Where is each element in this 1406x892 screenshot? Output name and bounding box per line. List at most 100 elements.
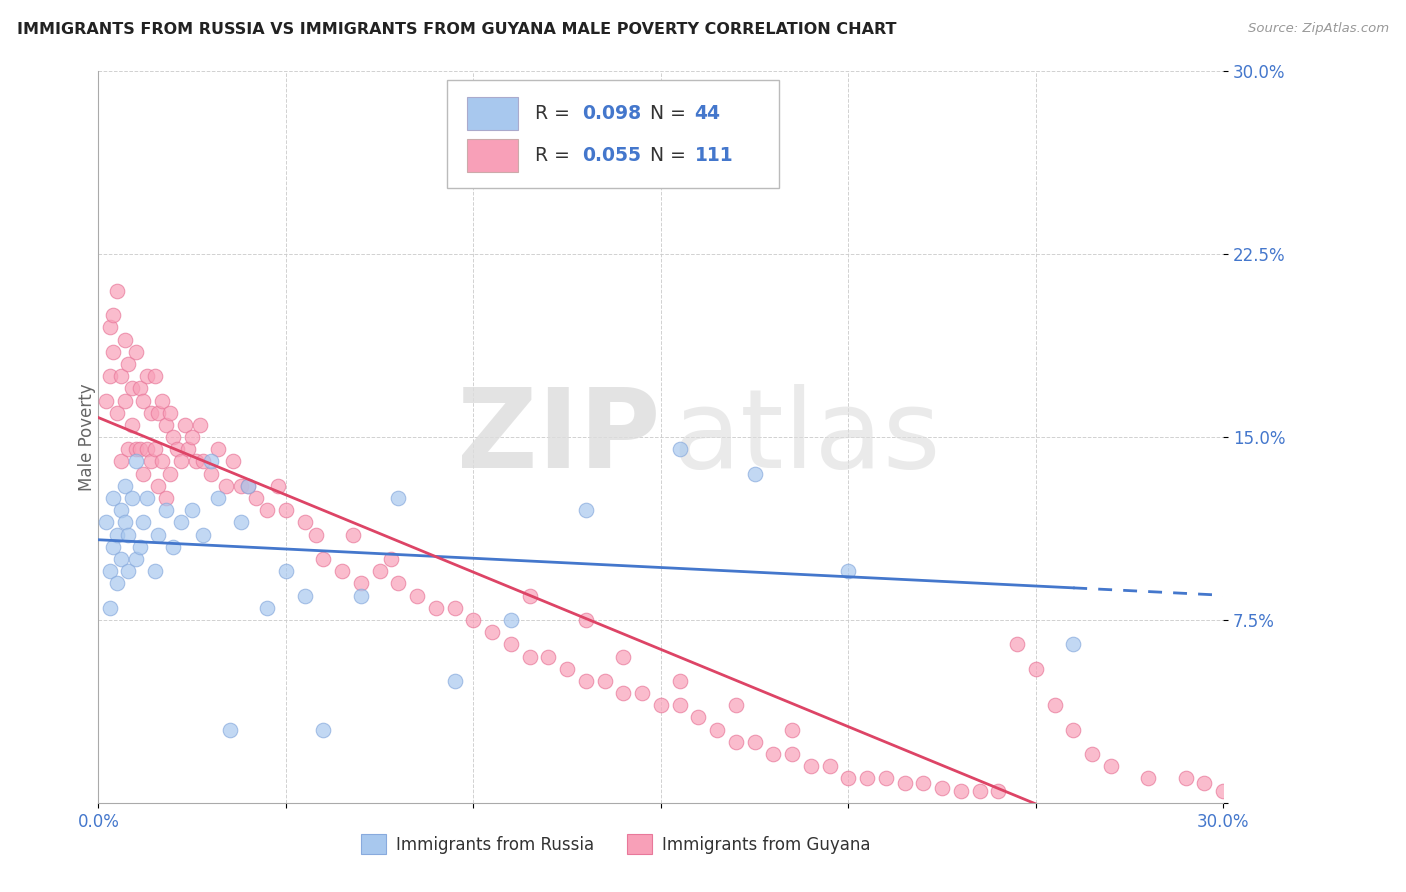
Point [837,564,859,578]
Point [987,783,1010,797]
Point [229,479,252,493]
Point [350,589,373,603]
Point [912,776,935,790]
Point [256,600,278,615]
Point [215,479,238,493]
Point [1212,783,1234,797]
Text: R =: R = [534,146,575,165]
Point [181,503,204,517]
Point [114,516,136,530]
Point [128,381,150,395]
Point [121,491,143,505]
Point [537,649,560,664]
Point [103,344,125,359]
Point [893,776,915,790]
Point [1137,772,1160,786]
Point [117,442,139,457]
Point [200,454,222,468]
Point [98,600,121,615]
Point [114,393,136,408]
Point [1194,776,1216,790]
Point [139,454,162,468]
Point [207,491,229,505]
Text: IMMIGRANTS FROM RUSSIA VS IMMIGRANTS FROM GUYANA MALE POVERTY CORRELATION CHART: IMMIGRANTS FROM RUSSIA VS IMMIGRANTS FRO… [17,22,897,37]
Point [688,710,710,724]
Point [342,527,364,541]
Point [267,479,290,493]
Point [368,564,391,578]
Point [481,625,503,640]
Point [105,284,128,298]
Point [499,637,522,651]
Text: atlas: atlas [672,384,941,491]
Point [98,564,121,578]
Point [121,381,143,395]
Point [139,406,162,420]
Point [117,357,139,371]
Point [780,747,803,761]
Point [110,454,132,468]
Point [949,783,972,797]
Point [350,576,373,591]
FancyBboxPatch shape [447,80,779,188]
Point [117,564,139,578]
Point [238,479,260,493]
Point [406,589,429,603]
Point [114,333,136,347]
Point [162,540,184,554]
Text: N =: N = [650,146,692,165]
Point [575,503,598,517]
Point [387,491,409,505]
Point [166,442,188,457]
Point [875,772,897,786]
Point [245,491,267,505]
Point [724,698,747,713]
Point [1025,662,1047,676]
Point [463,613,485,627]
Point [312,552,335,566]
Point [443,673,465,688]
Point [612,686,634,700]
FancyBboxPatch shape [467,138,517,171]
Point [121,417,143,432]
Point [575,613,598,627]
Point [132,516,155,530]
Point [98,320,121,334]
Point [931,781,953,796]
Point [105,576,128,591]
Point [780,723,803,737]
Legend: Immigrants from Russia, Immigrants from Guyana: Immigrants from Russia, Immigrants from … [354,828,877,860]
Point [98,369,121,384]
Text: N =: N = [650,104,692,123]
Point [305,527,328,541]
Point [380,552,402,566]
Text: 0.098: 0.098 [582,104,641,123]
Point [117,527,139,541]
FancyBboxPatch shape [467,97,517,130]
Point [274,503,297,517]
Point [173,417,195,432]
Point [800,759,823,773]
Text: 0.055: 0.055 [582,146,641,165]
Point [1043,698,1066,713]
Point [155,503,177,517]
Point [312,723,335,737]
Point [575,673,598,688]
Point [1062,637,1084,651]
Point [1005,637,1028,651]
Point [387,576,409,591]
Text: Source: ZipAtlas.com: Source: ZipAtlas.com [1249,22,1389,36]
Point [1174,772,1197,786]
Point [136,491,159,505]
Point [148,479,170,493]
Point [128,442,150,457]
Point [762,747,785,761]
Point [818,759,841,773]
Point [229,516,252,530]
Text: R =: R = [534,104,575,123]
Text: 44: 44 [695,104,720,123]
Point [425,600,447,615]
Point [218,723,240,737]
Point [193,527,215,541]
Point [274,564,297,578]
